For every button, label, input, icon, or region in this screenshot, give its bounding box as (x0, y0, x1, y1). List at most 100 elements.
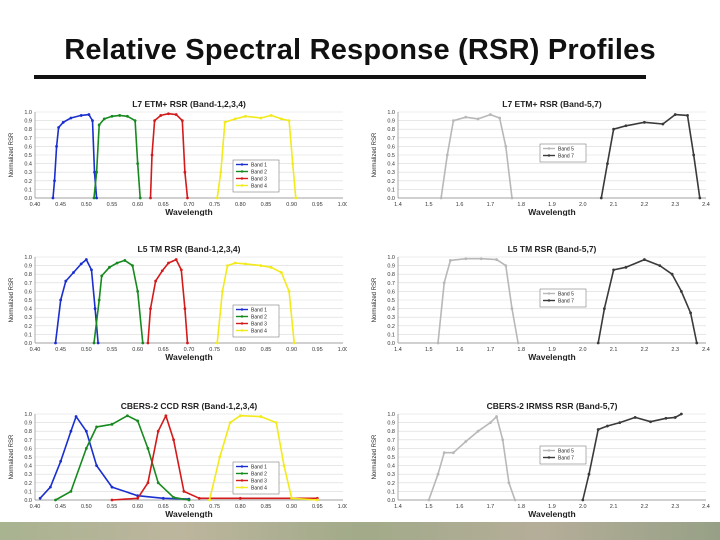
series-line (93, 259, 144, 344)
legend-label: Band 1 (251, 465, 267, 471)
x-tick-label: 0.50 (81, 347, 92, 353)
chart-title: CBERS-2 IRMSS RSR (Band-5,7) (487, 401, 618, 411)
series-line (216, 262, 295, 344)
data-point (510, 196, 514, 200)
data-point (479, 257, 483, 261)
data-point (452, 119, 455, 122)
data-point (427, 498, 431, 502)
data-point (84, 429, 88, 433)
y-tick-label: 0.0 (387, 196, 395, 202)
data-point (159, 114, 163, 117)
legend-marker (240, 177, 244, 180)
x-tick-label: 0.40 (30, 504, 41, 510)
data-point (59, 298, 63, 302)
data-point (501, 438, 505, 442)
data-point (442, 451, 446, 455)
x-tick-label: 0.70 (184, 347, 195, 353)
data-point (179, 268, 183, 272)
data-point (673, 113, 677, 116)
x-tick-label: 2.0 (579, 504, 587, 510)
y-tick-label: 0.8 (24, 272, 32, 278)
data-point (92, 341, 96, 345)
data-point (110, 485, 114, 489)
y-tick-label: 0.6 (24, 289, 32, 295)
data-point (464, 257, 468, 261)
x-tick-label: 0.65 (158, 504, 169, 510)
y-tick-label: 0.1 (24, 489, 32, 495)
data-point (95, 170, 98, 174)
data-point (624, 265, 628, 269)
x-tick-label: 2.3 (671, 347, 679, 353)
data-point (156, 429, 160, 433)
data-point (150, 153, 154, 157)
y-tick-label: 0.9 (24, 421, 32, 427)
data-point (223, 120, 227, 124)
data-point (186, 341, 189, 345)
data-point (606, 162, 609, 165)
x-tick-label: 0.45 (55, 347, 66, 353)
series-line (440, 113, 513, 199)
y-tick-label: 1.0 (24, 110, 32, 116)
y-tick-label: 0.0 (387, 341, 395, 347)
chart-svg: L7 ETM+ RSR (Band-1,2,3,4) 0.0 0.1 0.2 0.3 0.… (9, 99, 347, 216)
x-tick-label: 1.7 (487, 202, 495, 208)
footer-landscape-strip (0, 522, 720, 540)
legend-marker (240, 184, 244, 187)
data-point (167, 261, 170, 265)
data-point (294, 196, 298, 200)
y-tick-label: 0.5 (24, 153, 32, 159)
legend-marker (240, 308, 244, 311)
x-tick-label: 0.45 (55, 202, 66, 208)
legend-label: Band 1 (251, 308, 267, 314)
x-tick-label: 2.2 (641, 504, 649, 510)
x-tick-label: 0.60 (132, 202, 143, 208)
x-tick-label: 1.5 (425, 504, 433, 510)
y-tick-label: 1.0 (24, 412, 32, 418)
chart-svg: L7 ETM+ RSR (Band-5,7) 0.0 0.1 0.2 0.3 0.4 0.5… (372, 99, 710, 216)
x-tick-label: 0.40 (30, 202, 41, 208)
data-point (123, 259, 127, 262)
legend-label: Band 7 (558, 456, 574, 462)
data-point (259, 264, 263, 267)
x-tick-label: 1.8 (517, 504, 525, 510)
chart-cbers-ccd: CBERS-2 CCD RSR (Band-1,2,3,4) 0.0 0.1 0.2 0… (5, 400, 347, 518)
chart-l5-swir: L5 TM RSR (Band-5,7) 0.0 0.1 0.2 0.3 0.4 0.5 0.… (368, 243, 710, 361)
legend-label: Band 2 (251, 472, 267, 478)
chart-svg: CBERS-2 IRMSS RSR (Band-5,7) 0.0 0.1 0.2 0.3… (372, 401, 710, 518)
data-point (287, 119, 291, 122)
x-tick-label: 0.95 (312, 504, 323, 510)
data-point (587, 472, 591, 476)
data-point (218, 455, 222, 459)
y-tick-label: 0.7 (24, 136, 32, 142)
x-tick-label: 0.50 (81, 202, 92, 208)
series-line (55, 414, 190, 501)
x-tick-label: 2.1 (610, 347, 618, 353)
data-point (108, 265, 111, 269)
y-tick-label: 0.7 (387, 281, 395, 287)
x-tick-label: 0.75 (209, 504, 220, 510)
y-axis-label: Normalized RSR (372, 277, 378, 322)
x-tick-label: 0.65 (158, 202, 169, 208)
x-tick-label: 2.2 (641, 202, 649, 208)
data-point (138, 196, 142, 200)
data-point (141, 341, 145, 345)
data-point (96, 341, 100, 345)
series-line (93, 114, 141, 199)
data-point (633, 416, 637, 419)
data-point (233, 261, 237, 265)
series-line (54, 258, 99, 344)
data-point (92, 196, 96, 200)
legend-label: Band 1 (251, 163, 267, 169)
y-tick-label: 1.0 (387, 412, 395, 418)
data-point (269, 265, 273, 269)
x-tick-label: 2.4 (702, 347, 710, 353)
data-point (510, 307, 514, 310)
legend-label: Band 3 (251, 322, 267, 328)
legend-marker (547, 292, 551, 295)
y-tick-label: 0.0 (387, 498, 395, 504)
chart-title: L5 TM RSR (Band-1,2,3,4) (138, 244, 241, 254)
data-point (53, 179, 56, 183)
y-tick-label: 0.3 (387, 170, 395, 176)
y-tick-label: 0.4 (387, 162, 395, 168)
y-tick-label: 0.8 (387, 429, 395, 435)
